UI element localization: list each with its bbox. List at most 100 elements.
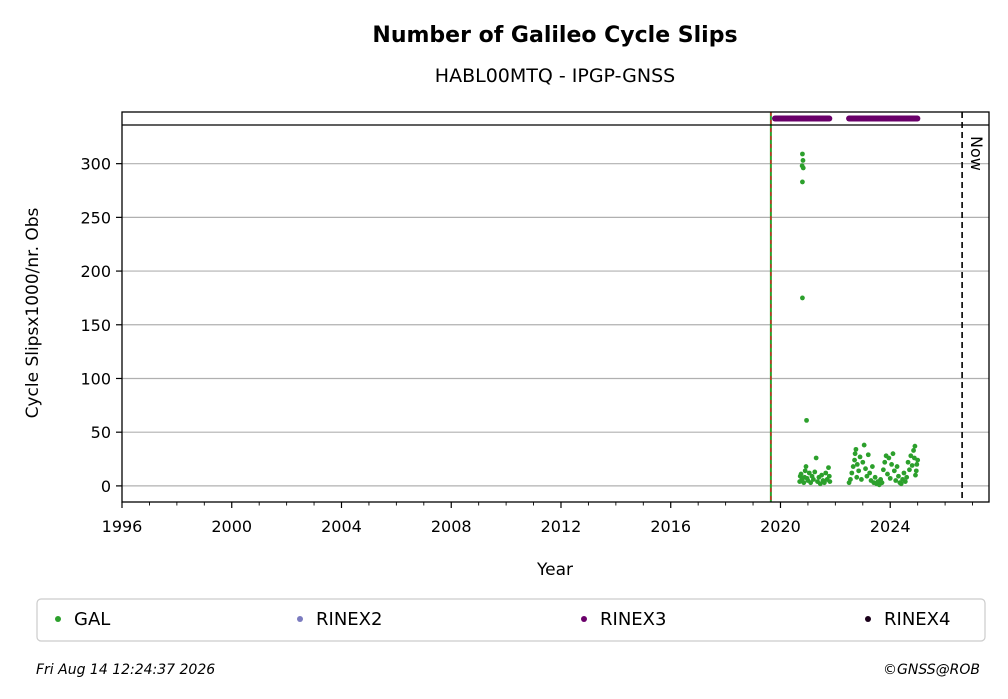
gal-point bbox=[889, 462, 894, 467]
gal-point bbox=[898, 481, 904, 487]
legend-marker-gal bbox=[55, 616, 61, 622]
gal-point bbox=[826, 473, 832, 479]
gal-point bbox=[905, 459, 911, 465]
gal-point bbox=[859, 477, 864, 482]
x-tick-label: 2016 bbox=[650, 517, 691, 536]
rinex-availability-point bbox=[826, 115, 833, 122]
gal-point bbox=[804, 417, 809, 423]
gal-point bbox=[849, 470, 855, 476]
legend-box bbox=[36, 598, 986, 642]
legend-label-gal: GAL bbox=[74, 609, 110, 630]
x-tick-label: 2020 bbox=[760, 517, 801, 536]
now-label: Now bbox=[967, 136, 986, 171]
gal-point bbox=[803, 464, 809, 469]
gal-point bbox=[885, 471, 890, 477]
y-tick-label: 0 bbox=[101, 477, 111, 496]
y-tick-label: 200 bbox=[80, 262, 111, 281]
y-tick-label: 100 bbox=[80, 369, 111, 388]
gal-point bbox=[867, 470, 873, 476]
gal-point bbox=[813, 455, 819, 461]
x-tick-label: 2000 bbox=[211, 517, 252, 536]
gal-point bbox=[915, 457, 921, 463]
gal-point bbox=[853, 446, 859, 452]
gal-point bbox=[806, 470, 812, 476]
y-tick-label: 50 bbox=[91, 423, 111, 442]
gal-point bbox=[808, 480, 814, 486]
legend-marker-rinex2 bbox=[297, 616, 303, 622]
gal-point bbox=[879, 480, 885, 486]
gal-point bbox=[886, 455, 892, 461]
gal-point bbox=[852, 457, 857, 463]
axis-ticks: 0 50 100 150 200 250 300 1996 2000 2004 2008 2012 20… bbox=[80, 155, 973, 536]
x-tick-label: 2004 bbox=[321, 517, 362, 536]
gal-point bbox=[801, 480, 807, 486]
x-tick-label: 2008 bbox=[431, 517, 472, 536]
footer-timestamp: Fri Aug 14 12:24:37 2026 bbox=[36, 662, 215, 678]
data-marks: Now bbox=[769, 112, 986, 502]
gal-point bbox=[901, 470, 907, 476]
gal-point bbox=[911, 448, 916, 453]
y-tick-label: 150 bbox=[80, 316, 111, 335]
gal-point bbox=[861, 442, 867, 448]
legend-marker-rinex4 bbox=[865, 616, 871, 622]
gal-point bbox=[887, 475, 893, 481]
gal-point bbox=[856, 468, 862, 474]
gal-point bbox=[891, 468, 897, 474]
chart-subtitle: HABL00MTQ - IPGP-GNSS bbox=[435, 65, 675, 87]
legend-label-rinex4: RINEX4 bbox=[884, 609, 950, 630]
gal-point bbox=[811, 477, 816, 482]
chart-title: Number of Galileo Cycle Slips bbox=[372, 23, 737, 48]
gal-point bbox=[826, 465, 831, 471]
plot-frame bbox=[121, 111, 990, 503]
legend-label-rinex3: RINEX3 bbox=[600, 609, 666, 630]
gal-point bbox=[827, 479, 833, 484]
gal-point bbox=[800, 165, 806, 171]
gal-point bbox=[800, 295, 805, 301]
gal-point bbox=[821, 480, 827, 486]
y-tick-label: 250 bbox=[80, 208, 111, 227]
gal-point bbox=[850, 464, 856, 469]
gal-point bbox=[912, 443, 918, 449]
gal-point bbox=[860, 459, 866, 465]
x-tick-label: 1996 bbox=[102, 517, 143, 536]
gal-point bbox=[798, 471, 804, 477]
gal-point bbox=[913, 472, 918, 478]
legend-label-rinex2: RINEX2 bbox=[316, 609, 382, 630]
gal-point bbox=[852, 451, 858, 457]
gal-point bbox=[800, 151, 805, 157]
gal-point bbox=[864, 473, 870, 479]
gal-point bbox=[865, 452, 871, 458]
gal-point bbox=[812, 469, 818, 475]
gal-point bbox=[896, 473, 901, 479]
gal-point bbox=[882, 459, 888, 465]
gal-point bbox=[848, 477, 853, 482]
gal-point bbox=[908, 453, 914, 459]
gal-point bbox=[894, 464, 900, 469]
rinex-availability-point bbox=[914, 115, 921, 122]
gal-point bbox=[914, 462, 920, 467]
gal-point bbox=[802, 468, 808, 474]
gal-point bbox=[854, 474, 860, 480]
gal-point bbox=[800, 179, 805, 185]
gal-point bbox=[863, 466, 868, 472]
y-axis-label: Cycle Slipsx1000/nr. Obs bbox=[23, 207, 43, 418]
gal-point bbox=[907, 467, 912, 473]
gal-point bbox=[854, 462, 860, 467]
y-tick-label: 300 bbox=[80, 155, 111, 174]
gal-point bbox=[893, 478, 899, 483]
gal-point bbox=[902, 479, 908, 484]
gal-point bbox=[823, 470, 829, 476]
legend: GAL RINEX2 RINEX3 RINEX4 bbox=[55, 609, 950, 630]
gal-point bbox=[872, 474, 878, 480]
gal-point bbox=[857, 454, 863, 460]
x-axis-label: Year bbox=[536, 560, 573, 580]
footer-credit: ©GNSS@ROB bbox=[883, 662, 980, 678]
x-tick-label: 2024 bbox=[870, 517, 911, 536]
x-tick-label: 2012 bbox=[541, 517, 582, 536]
gal-point bbox=[800, 158, 806, 163]
gal-point bbox=[819, 472, 825, 478]
gal-point bbox=[880, 467, 886, 473]
gal-point bbox=[817, 481, 823, 487]
gal-point bbox=[904, 474, 910, 480]
